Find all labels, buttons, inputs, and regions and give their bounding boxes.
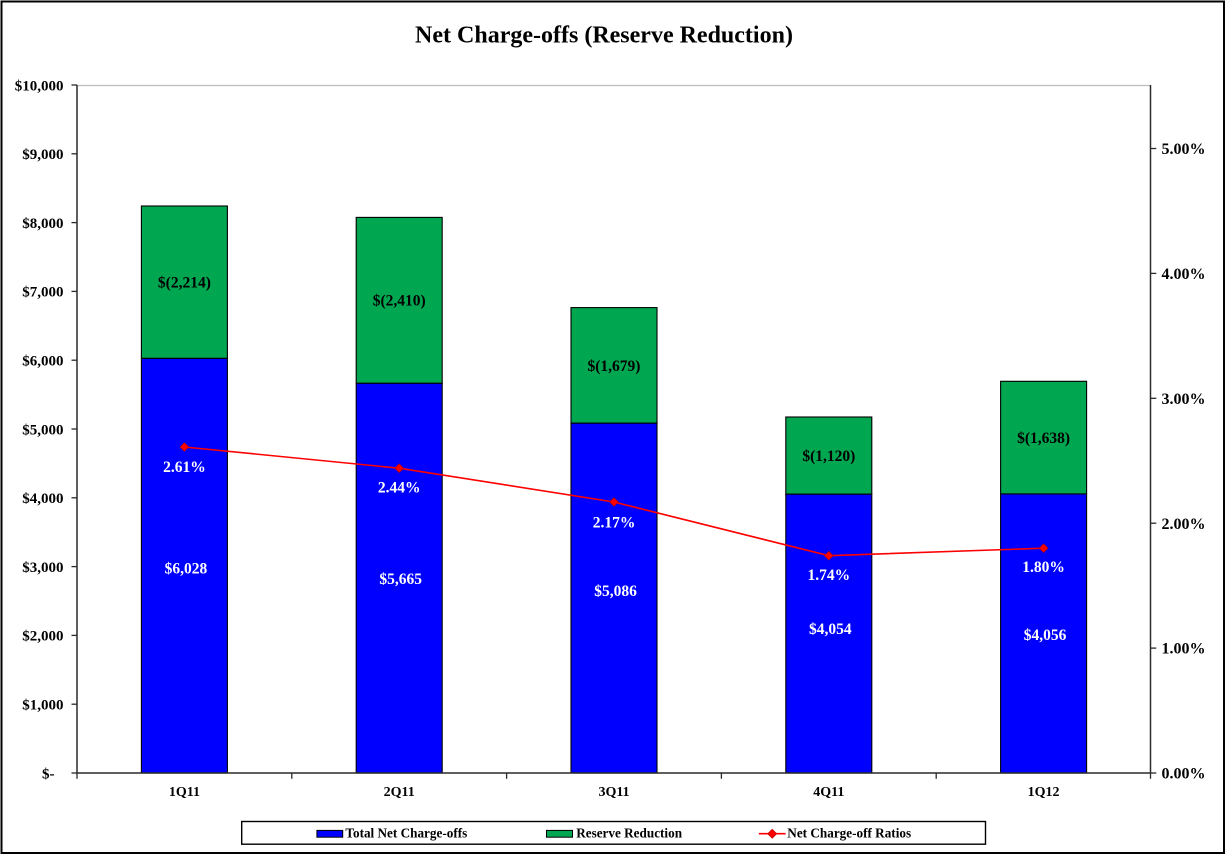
svg-text:0.00%: 0.00% <box>1162 766 1206 783</box>
svg-text:2.61%: 2.61% <box>163 459 206 476</box>
svg-text:$3,000: $3,000 <box>22 560 63 576</box>
svg-text:$(1,638): $(1,638) <box>1017 430 1070 447</box>
svg-text:1.00%: 1.00% <box>1162 641 1206 658</box>
svg-text:$4,054: $4,054 <box>809 621 852 638</box>
svg-text:3.00%: 3.00% <box>1162 391 1206 408</box>
svg-text:2.44%: 2.44% <box>378 480 421 497</box>
svg-text:$5,000: $5,000 <box>22 422 63 438</box>
svg-text:1Q12: 1Q12 <box>1028 785 1060 800</box>
svg-text:Total Net Charge-offs: Total Net Charge-offs <box>345 825 467 840</box>
svg-text:4.00%: 4.00% <box>1162 266 1206 283</box>
svg-text:$5,086: $5,086 <box>594 583 637 600</box>
svg-text:$9,000: $9,000 <box>22 147 63 163</box>
svg-text:$(2,410): $(2,410) <box>373 293 426 310</box>
svg-text:$8,000: $8,000 <box>22 216 63 232</box>
svg-text:$7,000: $7,000 <box>22 285 63 301</box>
svg-text:Net Charge-offs (Reserve Reduc: Net Charge-offs (Reserve Reduction) <box>415 23 793 49</box>
svg-text:$(1,679): $(1,679) <box>588 358 641 375</box>
svg-text:$4,000: $4,000 <box>22 491 63 507</box>
svg-text:$6,000: $6,000 <box>22 353 63 369</box>
svg-text:Net Charge-off Ratios: Net Charge-off Ratios <box>787 825 911 840</box>
svg-text:4Q11: 4Q11 <box>813 785 844 800</box>
svg-text:$2,000: $2,000 <box>22 629 63 645</box>
svg-text:2.17%: 2.17% <box>593 514 636 531</box>
svg-text:1.80%: 1.80% <box>1022 559 1065 576</box>
svg-text:$6,028: $6,028 <box>165 560 208 577</box>
svg-text:$5,665: $5,665 <box>379 571 422 588</box>
svg-text:5.00%: 5.00% <box>1162 141 1206 158</box>
svg-text:2Q11: 2Q11 <box>384 785 415 800</box>
svg-text:1.74%: 1.74% <box>807 567 850 584</box>
svg-text:1Q11: 1Q11 <box>169 785 200 800</box>
svg-text:$(1,120): $(1,120) <box>802 448 855 465</box>
svg-text:3Q11: 3Q11 <box>598 785 629 800</box>
svg-text:2.00%: 2.00% <box>1162 516 1206 533</box>
svg-text:$(2,214): $(2,214) <box>158 275 211 292</box>
svg-text:$-: $- <box>42 766 55 782</box>
svg-text:$4,056: $4,056 <box>1024 627 1067 644</box>
svg-text:$1,000: $1,000 <box>22 697 63 713</box>
svg-text:Reserve Reduction: Reserve Reduction <box>576 825 683 840</box>
svg-text:$10,000: $10,000 <box>15 78 64 94</box>
